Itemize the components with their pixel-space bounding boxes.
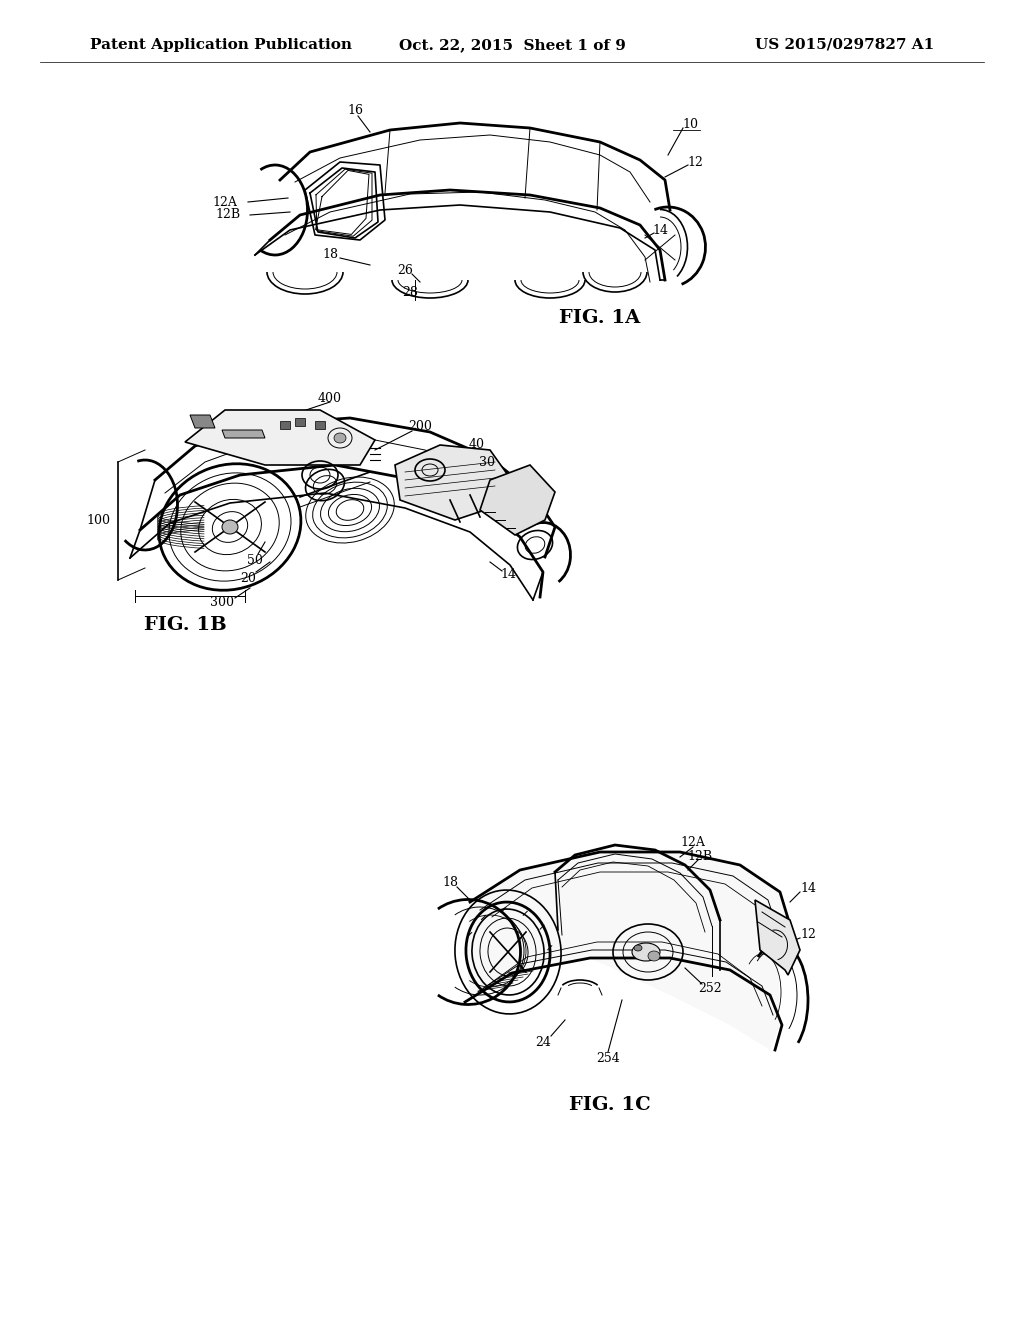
Text: 10: 10: [682, 119, 698, 132]
Text: 12A: 12A: [681, 836, 706, 849]
Bar: [315, 421, 325, 429]
Text: Oct. 22, 2015  Sheet 1 of 9: Oct. 22, 2015 Sheet 1 of 9: [398, 38, 626, 51]
Text: 254: 254: [596, 1052, 620, 1064]
Text: 16: 16: [347, 103, 362, 116]
Text: 12: 12: [800, 928, 816, 941]
Text: Patent Application Publication: Patent Application Publication: [90, 38, 352, 51]
Text: FIG. 1A: FIG. 1A: [559, 309, 641, 327]
Polygon shape: [185, 411, 375, 465]
Text: 18: 18: [322, 248, 338, 261]
Text: 300: 300: [210, 595, 234, 609]
Text: 18: 18: [442, 875, 458, 888]
Text: 200: 200: [408, 421, 432, 433]
Text: 28: 28: [402, 285, 418, 298]
Text: 100: 100: [86, 513, 110, 527]
Ellipse shape: [222, 520, 238, 535]
Text: 40: 40: [469, 437, 485, 450]
Polygon shape: [755, 900, 800, 975]
Text: 50: 50: [247, 553, 263, 566]
Text: 12: 12: [687, 156, 702, 169]
Polygon shape: [468, 851, 790, 1049]
Text: US 2015/0297827 A1: US 2015/0297827 A1: [755, 38, 934, 51]
Text: 26: 26: [397, 264, 413, 276]
Text: 12A: 12A: [213, 195, 238, 209]
Text: 12B: 12B: [687, 850, 713, 862]
Text: 400: 400: [318, 392, 342, 404]
Text: 20: 20: [240, 572, 256, 585]
Polygon shape: [480, 465, 555, 535]
Text: 252: 252: [698, 982, 722, 994]
Bar: [280, 421, 290, 429]
Ellipse shape: [634, 945, 642, 950]
Text: 14: 14: [652, 223, 668, 236]
Polygon shape: [222, 430, 265, 438]
Text: FIG. 1B: FIG. 1B: [143, 616, 226, 634]
Bar: [295, 418, 305, 426]
Text: 12B: 12B: [215, 209, 241, 222]
Ellipse shape: [334, 433, 346, 444]
Text: 14: 14: [800, 882, 816, 895]
Ellipse shape: [648, 950, 660, 961]
Text: 24: 24: [536, 1035, 551, 1048]
Ellipse shape: [632, 942, 660, 961]
Polygon shape: [190, 414, 215, 428]
Text: FIG. 1C: FIG. 1C: [569, 1096, 651, 1114]
Text: 30: 30: [479, 455, 495, 469]
Polygon shape: [395, 445, 510, 520]
Text: 14: 14: [500, 569, 516, 582]
